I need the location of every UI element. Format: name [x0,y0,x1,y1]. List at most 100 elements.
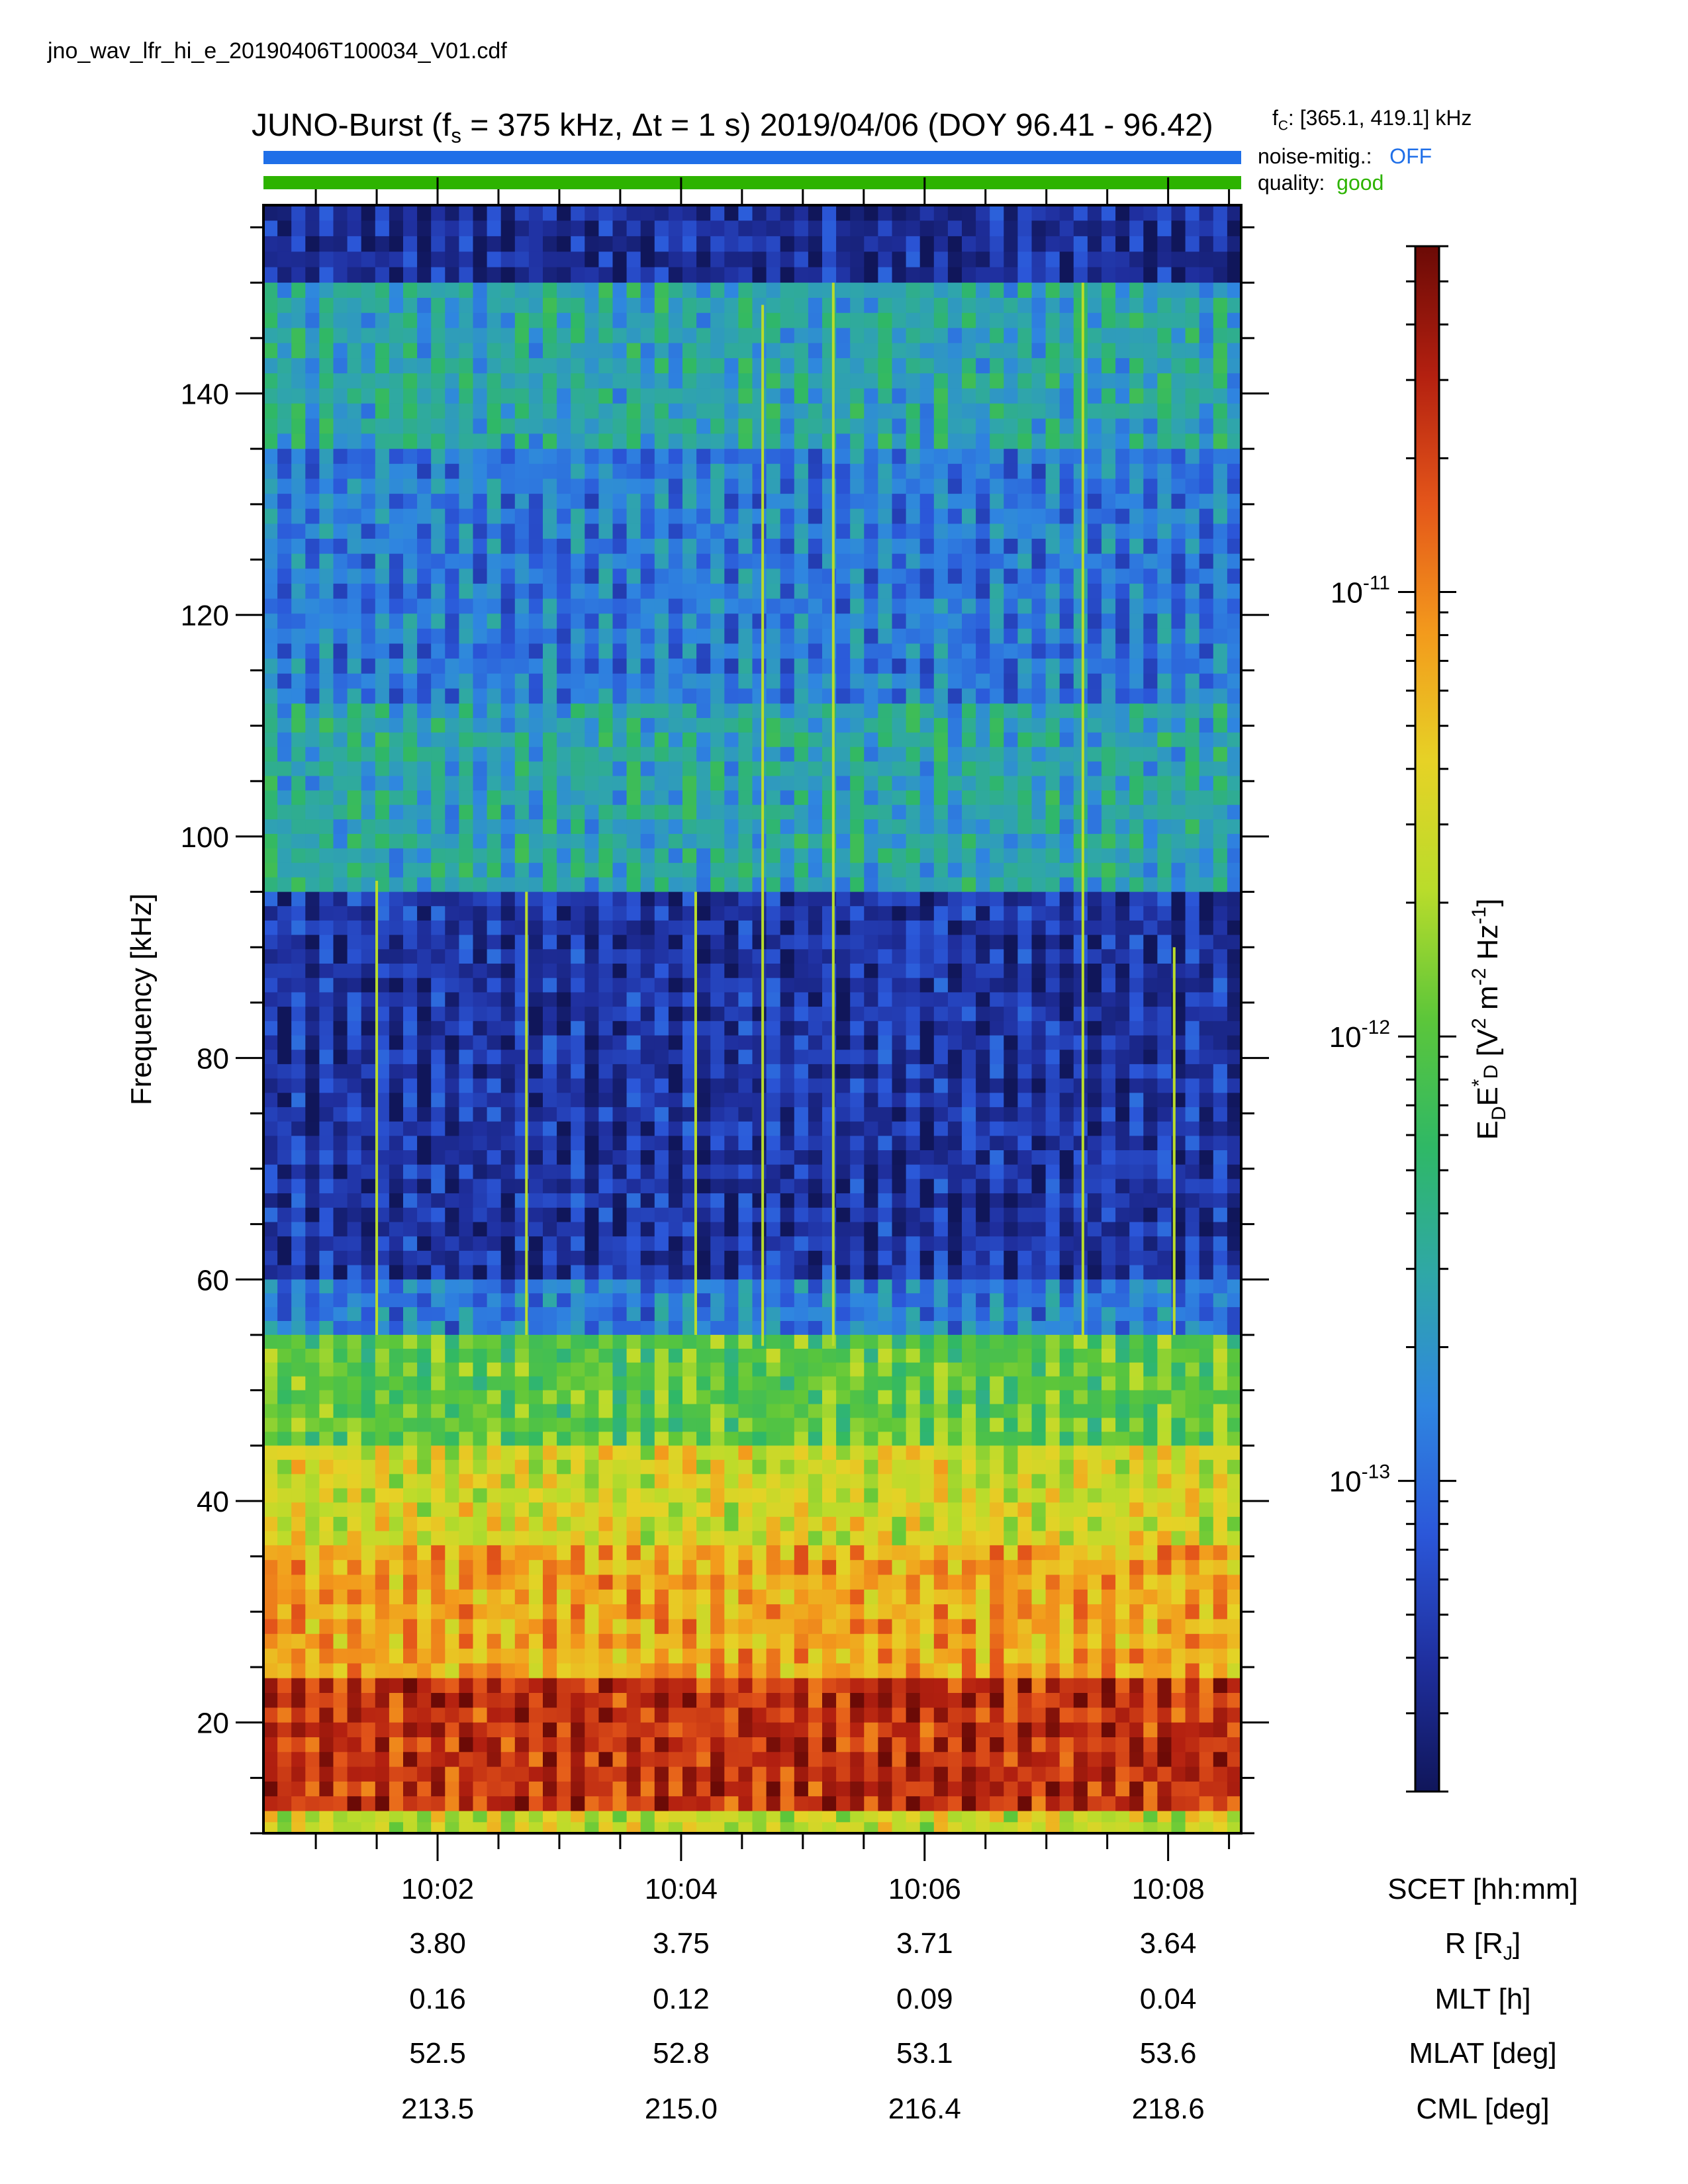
heatmap-cell [585,523,599,539]
heatmap-cell [431,1107,445,1122]
heatmap-cell [361,790,376,805]
heatmap-cell [1129,761,1144,777]
heatmap-cell [668,523,683,539]
heatmap-cell [417,598,432,614]
heatmap-cell [1031,688,1047,704]
heatmap-cell [500,1250,516,1266]
heatmap-cell [1199,862,1214,878]
heatmap-cell [1157,776,1172,791]
heatmap-cell [459,819,474,835]
heatmap-cell [500,1107,516,1122]
heatmap-cell [1073,1265,1088,1280]
heatmap-cell [724,717,739,733]
heatmap-cell [347,1250,362,1266]
heatmap-cell [375,790,390,805]
heatmap-cell [1102,283,1116,298]
heatmap-cell [1102,1121,1116,1136]
heatmap-cell [263,862,278,878]
heatmap-cell [990,673,1004,689]
heatmap-cell [500,659,516,674]
heatmap-cell [1115,628,1130,645]
heatmap-cell [696,1265,711,1280]
heatmap-cell [361,553,376,569]
heatmap-cell [682,403,697,420]
heatmap-cell [864,1021,878,1036]
heatmap-cell [514,553,530,569]
heatmap-cell [431,949,445,964]
heatmap-cell [403,388,418,404]
heatmap-cell [389,673,404,689]
heatmap-cell [473,583,488,600]
heatmap-cell [892,449,907,465]
heatmap-cell [277,1093,292,1108]
heatmap-cell [585,848,599,864]
heatmap-cell [808,1078,823,1093]
heatmap-cell [640,1064,655,1079]
heatmap-cell [696,236,711,252]
heatmap-cell [598,251,614,268]
heatmap-cell [1102,1050,1116,1065]
heatmap-cell [990,805,1004,820]
heatmap-cell [836,298,851,314]
heatmap-cell [333,388,348,404]
heatmap-cell [850,1064,865,1079]
heatmap-cell [752,343,767,359]
heatmap-cell [598,819,614,835]
heatmap-cell [347,614,362,629]
heatmap-cell [333,433,348,449]
heatmap-cell [724,949,739,964]
heatmap-cell [626,949,641,964]
heatmap-cell [487,1007,502,1022]
heatmap-cell [347,388,362,404]
heatmap-cell [919,343,935,359]
heatmap-cell [1129,494,1144,510]
heatmap-cell [892,494,907,510]
heatmap-cell [361,358,376,374]
heatmap-cell [557,1007,571,1022]
heatmap-cell [710,1222,725,1237]
heatmap-cell [417,964,432,979]
heatmap-cell [933,1007,949,1022]
heatmap-cell [1087,1164,1102,1179]
heatmap-cell [990,1007,1004,1022]
heatmap-cell [850,328,865,343]
heatmap-cell [1199,688,1214,704]
heatmap-cell [1031,643,1047,659]
heatmap-cell [654,732,669,748]
heatmap-cell [766,312,781,329]
heatmap-cell [375,673,390,689]
heatmap-cell [417,862,432,878]
heatmap-cell [1115,373,1130,389]
heatmap-cell [389,776,404,791]
heatmap-cell [333,732,348,748]
heatmap-cell [1129,790,1144,805]
heatmap-cell [263,220,278,237]
heatmap-cell [668,949,683,964]
heatmap-cell [933,539,949,555]
heatmap-cell [487,539,502,555]
heatmap-cell [724,283,739,298]
heatmap-cell [836,717,851,733]
heatmap-cell [473,205,488,221]
heatmap-cell [291,1064,306,1079]
heatmap-cell [780,1207,795,1223]
heatmap-cell [668,834,683,849]
heatmap-cell [1115,949,1130,964]
heatmap-cell [990,1193,1004,1208]
heatmap-cell [277,1164,292,1179]
heatmap-cell [919,1121,935,1136]
heatmap-cell [571,848,585,864]
heatmap-cell [375,1035,390,1050]
heatmap-cell [919,1236,935,1251]
fc-symbol: f [1272,106,1278,130]
heatmap-cell [1129,732,1144,748]
heatmap-cell [878,508,893,524]
heatmap-cell [333,1021,348,1036]
heatmap-cell [389,964,404,979]
heatmap-cell [794,569,809,584]
heatmap-cell [1045,358,1060,374]
heatmap-cell [892,312,907,329]
heatmap-cell [1227,790,1242,805]
heatmap-cell [1171,539,1186,555]
heatmap-cell [668,1164,683,1179]
